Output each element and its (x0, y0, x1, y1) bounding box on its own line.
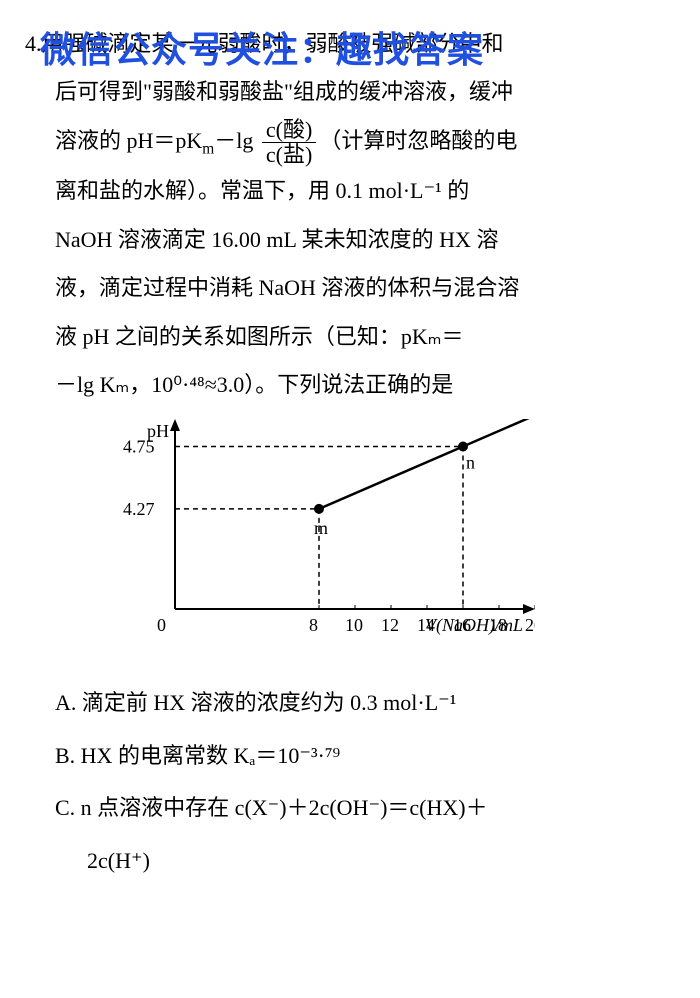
question-text-3: 溶液的 pH＝pKm－lg c(酸) c(盐) （计算时忽略酸的电 (55, 117, 675, 168)
option-b: B. HX 的电离常数 Kₐ＝10⁻³·⁷⁹ (55, 730, 675, 783)
question-text-6: 液，滴定过程中消耗 NaOH 溶液的体积与混合溶 (55, 264, 675, 312)
svg-text:n: n (466, 453, 475, 473)
svg-text:10: 10 (345, 615, 363, 635)
svg-text:20: 20 (525, 615, 535, 635)
answer-options: A. 滴定前 HX 溶液的浓度约为 0.3 mol·L⁻¹ B. HX 的电离常… (55, 677, 675, 888)
option-a: A. 滴定前 HX 溶液的浓度约为 0.3 mol·L⁻¹ (55, 677, 675, 730)
fraction: c(酸) c(盐) (262, 118, 316, 167)
question-text-7: 液 pH 之间的关系如图所示（已知：pKₘ＝ (55, 313, 675, 361)
svg-text:12: 12 (381, 615, 399, 635)
svg-text:4.75: 4.75 (123, 437, 155, 457)
question-number: 4. (25, 31, 42, 56)
svg-text:8: 8 (309, 615, 318, 635)
svg-text:V(NaOH)/mL: V(NaOH)/mL (425, 615, 523, 636)
svg-text:0: 0 (157, 615, 166, 635)
titration-chart: pHV(NaOH)/mL0810121416182022244.274.755.… (105, 419, 675, 666)
svg-text:18: 18 (489, 615, 507, 635)
question-text-2: 后可得到"弱酸和弱酸盐"组成的缓冲溶液，缓冲 (55, 68, 675, 116)
svg-text:16: 16 (453, 615, 471, 635)
svg-text:m: m (314, 518, 328, 538)
question-text-1: 4.用强碱滴定某一元弱酸时，弱酸被强碱部分中和 (55, 20, 675, 68)
option-c-line2: 2c(H⁺) (55, 835, 675, 888)
svg-text:4.27: 4.27 (123, 499, 155, 519)
svg-text:14: 14 (417, 615, 435, 635)
question-text-5: NaOH 溶液滴定 16.00 mL 某未知浓度的 HX 溶 (55, 216, 675, 264)
question-text-4: 离和盐的水解）。常温下，用 0.1 mol·L⁻¹ 的 (55, 167, 675, 215)
option-c-line1: C. n 点溶液中存在 c(X⁻)＋2c(OH⁻)＝c(HX)＋ (55, 782, 675, 835)
question-text-8: －lg Kₘ，10⁰·⁴⁸≈3.0）。下列说法正确的是 (55, 361, 675, 409)
